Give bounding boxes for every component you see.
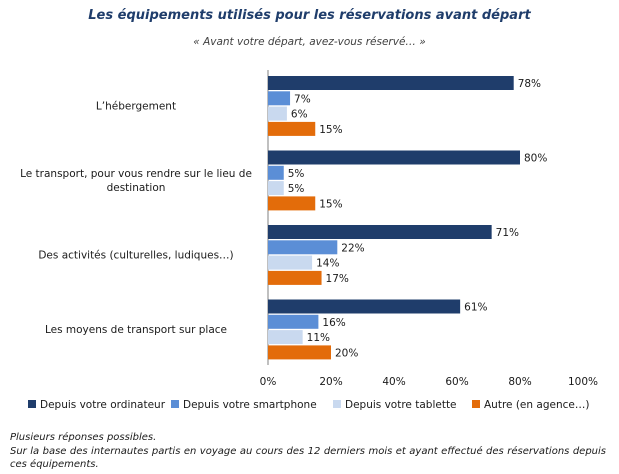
- legend-label: Depuis votre smartphone: [183, 399, 317, 411]
- x-tick-label: 40%: [382, 376, 405, 388]
- data-label: 78%: [518, 78, 541, 90]
- bar: [268, 165, 284, 180]
- bar: [268, 150, 520, 165]
- data-label: 5%: [288, 183, 305, 195]
- data-label: 15%: [319, 124, 342, 136]
- bar: [268, 255, 313, 270]
- bar: [268, 121, 316, 136]
- bar: [268, 270, 322, 285]
- chart-subtitle: « Avant votre départ, avez-vous réservé……: [193, 36, 426, 48]
- bar: [268, 240, 338, 255]
- note-sample-basis: Sur la base des internautes partis en vo…: [10, 446, 606, 470]
- data-label: 7%: [294, 93, 311, 105]
- legend-swatch: [333, 400, 341, 408]
- category-label: Des activités (culturelles, ludiques…): [38, 250, 233, 262]
- data-label: 14%: [316, 258, 339, 270]
- x-tick-label: 0%: [260, 376, 277, 388]
- category-label: Les moyens de transport sur place: [45, 324, 227, 336]
- x-tick-label: 20%: [319, 376, 342, 388]
- category-label: L’hébergement: [96, 101, 176, 113]
- bar: [268, 330, 303, 345]
- bar: [268, 196, 316, 211]
- legend-swatch: [28, 400, 36, 408]
- legend-label: Depuis votre tablette: [345, 399, 457, 411]
- category-label: destination: [107, 182, 166, 194]
- x-tick-label: 100%: [568, 376, 598, 388]
- bar: [268, 225, 492, 239]
- legend-label: Autre (en agence…): [484, 399, 589, 411]
- data-label: 5%: [288, 168, 305, 180]
- data-label: 15%: [319, 198, 342, 210]
- data-label: 22%: [341, 242, 364, 254]
- data-label: 16%: [322, 317, 345, 329]
- data-label: 6%: [291, 109, 308, 121]
- chart-title: Les équipements utilisés pour les réserv…: [88, 8, 531, 23]
- data-label: 71%: [496, 227, 519, 239]
- bar: [268, 314, 319, 329]
- legend-label: Depuis votre ordinateur: [40, 399, 166, 411]
- legend-swatch: [171, 400, 179, 408]
- data-label: 11%: [307, 332, 330, 344]
- note-multiple-answers: Plusieurs réponses possibles.: [10, 432, 157, 443]
- data-label: 61%: [464, 302, 487, 314]
- bar: [268, 299, 461, 314]
- data-label: 80%: [524, 153, 547, 165]
- category-label: Le transport, pour vous rendre sur le li…: [20, 168, 252, 180]
- bar: [268, 345, 331, 360]
- x-tick-label: 60%: [445, 376, 468, 388]
- legend-swatch: [472, 400, 480, 408]
- bar: [268, 106, 287, 121]
- x-tick-label: 80%: [508, 376, 531, 388]
- data-label: 20%: [335, 347, 358, 359]
- bar: [268, 76, 514, 90]
- data-label: 17%: [326, 273, 349, 285]
- bar: [268, 181, 284, 196]
- bar: [268, 91, 291, 106]
